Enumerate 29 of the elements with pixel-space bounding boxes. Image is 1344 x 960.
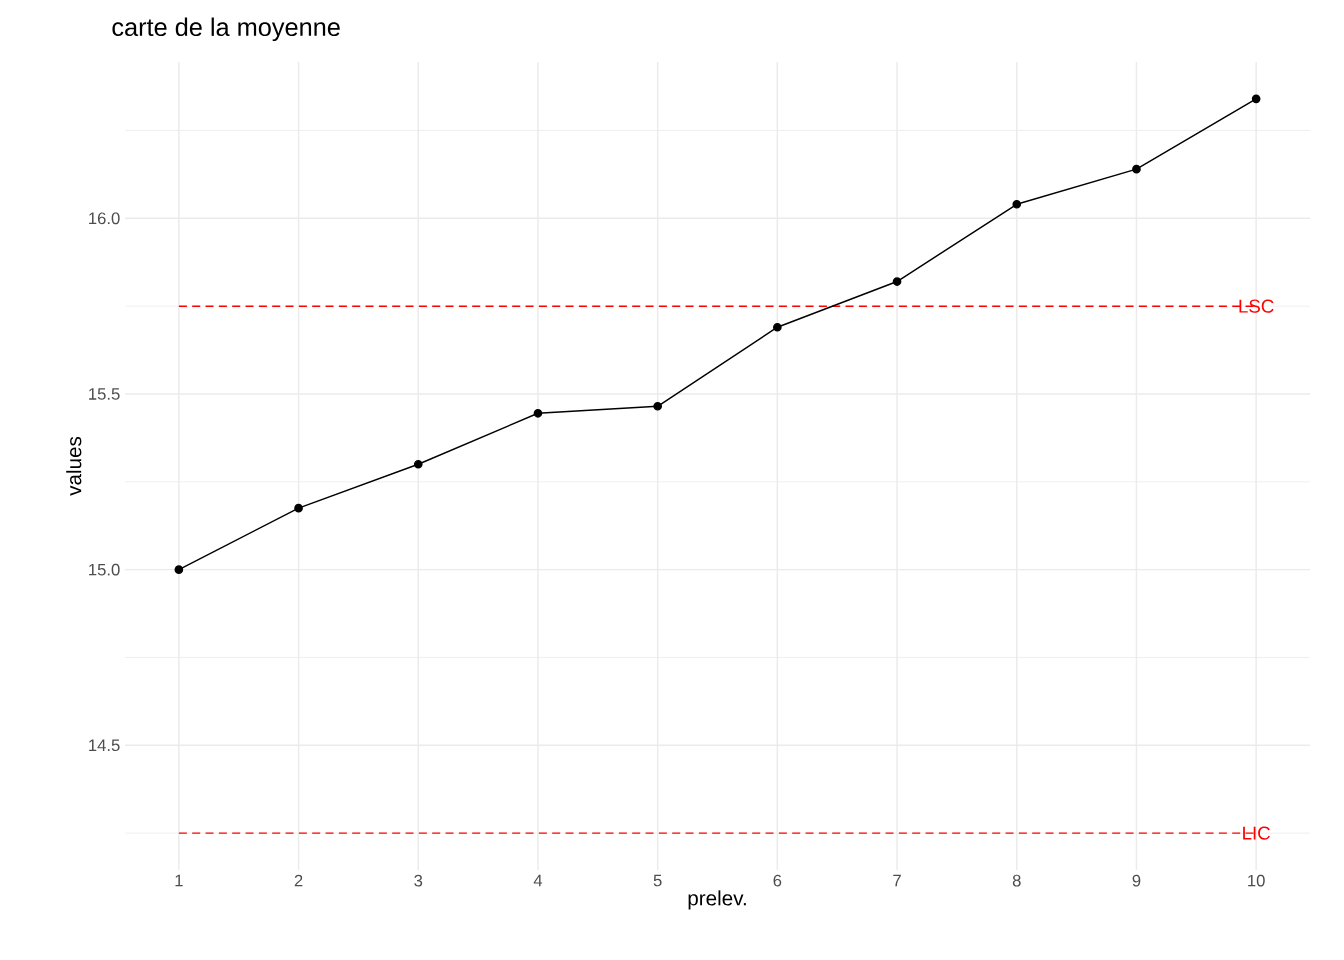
point xyxy=(1012,199,1022,209)
y-tick-label: 16.0 xyxy=(89,212,120,225)
y-tick-label: 14.5 xyxy=(89,739,120,752)
y-tick-label: 15.0 xyxy=(89,563,120,576)
point xyxy=(1132,164,1141,174)
point xyxy=(773,322,782,332)
point xyxy=(533,408,543,418)
point xyxy=(413,459,423,469)
x-tick-label: 10 xyxy=(1248,874,1265,887)
chart-title: carte de la moyenne xyxy=(112,17,340,42)
x-tick-label: 9 xyxy=(1132,874,1141,887)
x-tick-label: 8 xyxy=(1012,874,1021,887)
ref-line-label: LSC xyxy=(1239,299,1274,313)
point xyxy=(653,401,662,411)
x-tick-label: 4 xyxy=(533,874,543,887)
ref-line-label: LIC xyxy=(1243,826,1270,840)
point xyxy=(294,503,303,513)
y-tick-label: 15.5 xyxy=(89,388,120,400)
x-tick-label: 2 xyxy=(294,874,303,887)
x-tick-label: 7 xyxy=(893,874,901,887)
x-tick-label: 6 xyxy=(773,874,782,887)
x-axis-title: prelev. xyxy=(688,890,746,910)
x-tick-label: 5 xyxy=(653,874,662,887)
x-tick-label: 3 xyxy=(414,874,423,887)
point xyxy=(892,277,902,286)
point xyxy=(174,565,184,574)
y-axis-title: values xyxy=(66,436,82,496)
x-tick-label: 1 xyxy=(175,874,183,887)
point xyxy=(1251,94,1261,104)
